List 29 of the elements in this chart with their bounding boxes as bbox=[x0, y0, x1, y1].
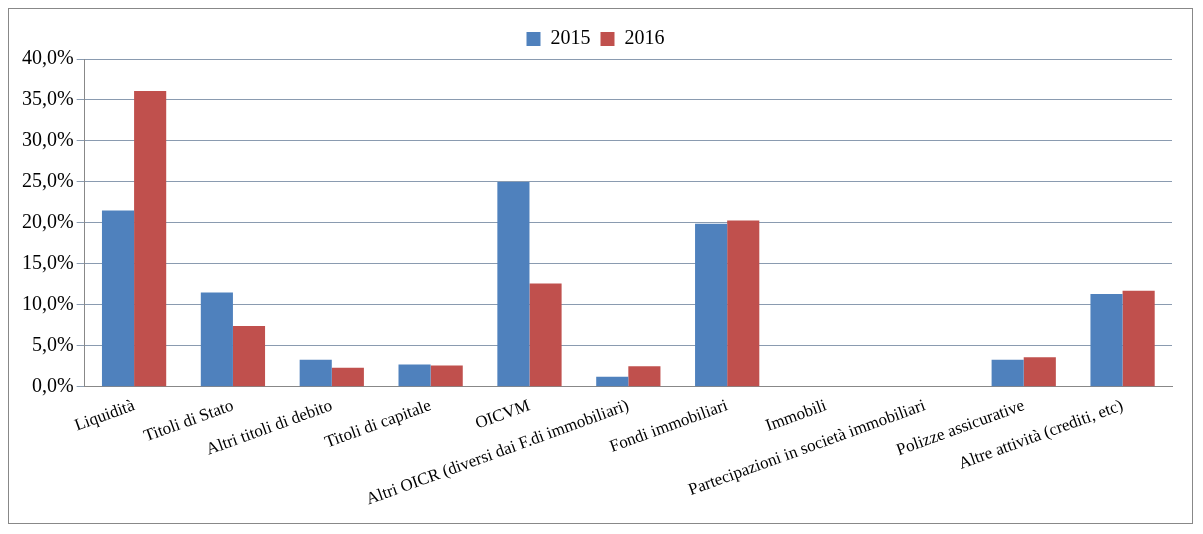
bar bbox=[430, 365, 463, 387]
y-tick-label: 0,0% bbox=[31, 373, 74, 396]
y-tick-label: 10,0% bbox=[21, 292, 74, 315]
y-tick-label: 25,0% bbox=[21, 169, 74, 192]
bar bbox=[200, 292, 233, 387]
bar bbox=[134, 90, 167, 387]
bar bbox=[398, 364, 431, 387]
bar bbox=[727, 220, 760, 387]
bar bbox=[695, 223, 728, 387]
y-tick-label: 35,0% bbox=[21, 87, 74, 110]
bar bbox=[628, 366, 661, 387]
bar bbox=[497, 181, 530, 387]
bar bbox=[299, 359, 332, 387]
bar bbox=[1023, 357, 1056, 387]
y-tick-label: 40,0% bbox=[21, 46, 74, 69]
bar bbox=[1090, 294, 1123, 387]
bar bbox=[991, 359, 1024, 387]
bar bbox=[101, 210, 135, 387]
bar bbox=[1122, 290, 1155, 387]
bar bbox=[596, 376, 629, 387]
y-tick-label: 30,0% bbox=[21, 128, 74, 151]
y-tick-label: 20,0% bbox=[21, 210, 74, 233]
bar bbox=[331, 367, 364, 387]
bar bbox=[232, 326, 266, 387]
legend-label: 2016 bbox=[624, 26, 665, 49]
y-tick-label: 15,0% bbox=[21, 251, 74, 274]
legend-label: 2015 bbox=[550, 26, 591, 49]
y-tick-label: 5,0% bbox=[31, 332, 74, 355]
bar bbox=[529, 283, 562, 387]
